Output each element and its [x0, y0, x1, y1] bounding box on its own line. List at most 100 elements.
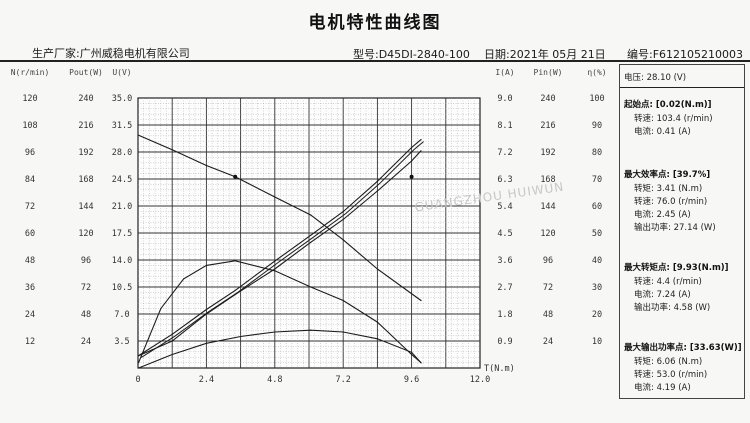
y-tick-label: 144: [78, 202, 93, 212]
motor-characteristic-chart: N(r/min)1201089684726048362412Pout(W)240…: [11, 68, 607, 385]
y-tick-label: 48: [25, 256, 35, 266]
y-tick-label: 8.1: [497, 121, 512, 131]
series-point: [411, 160, 413, 162]
y-tick-label: 240: [78, 94, 93, 104]
max-efficiency-output: 输出功率: 27.14 (W): [634, 223, 716, 233]
y-tick-label: 36: [25, 283, 35, 293]
series-point: [234, 260, 236, 262]
series-point: [160, 308, 162, 310]
y-tick-label: 48: [81, 310, 91, 320]
series-point: [274, 331, 276, 333]
series-point: [310, 241, 312, 243]
y-tick-label: 70: [592, 175, 602, 185]
series-point: [342, 211, 344, 213]
y-tick-label: 96: [543, 256, 553, 266]
y-tick-label: 6.3: [497, 175, 512, 185]
series-point: [205, 164, 207, 167]
date-label: 日期:2021年 05月 21日: [484, 48, 606, 61]
series-point: [137, 367, 140, 369]
y-tick-label: 60: [25, 229, 35, 239]
series-point: [310, 329, 312, 331]
y-tick-label: 3.6: [497, 256, 512, 266]
marker-dot: [233, 174, 238, 179]
y-tick-label: 30: [592, 283, 602, 293]
series-point: [310, 214, 312, 216]
x-tick-label: 0: [135, 375, 140, 385]
series-point: [342, 331, 344, 333]
y-tick-label: 60: [592, 202, 602, 212]
series-point: [205, 308, 207, 311]
series-point: [420, 139, 422, 141]
max-torque-speed: 转速: 4.4 (r/min): [634, 277, 702, 287]
y-tick-label: 10: [592, 337, 602, 347]
series-point: [420, 362, 422, 364]
y-tick-label: 28.0: [112, 148, 132, 158]
y-tick-label: 0.9: [497, 337, 512, 347]
y-tick-label: 120: [78, 229, 93, 239]
y-tick-label: 72: [81, 283, 91, 293]
y-tick-label: 10.5: [112, 283, 132, 293]
y-tick-label: 24: [25, 310, 35, 320]
y-tick-label: 216: [540, 121, 555, 131]
y-tick-label: 2.7: [497, 283, 512, 293]
series-point: [376, 321, 378, 323]
series-point: [171, 149, 173, 151]
y-tick-label: 144: [540, 202, 555, 212]
series-line: [138, 139, 422, 357]
series-point: [420, 299, 422, 302]
y-tick-label: 50: [592, 229, 602, 239]
x-tick-label: 2.4: [199, 375, 214, 385]
series-point: [171, 353, 173, 356]
y-tick-label: 3.5: [114, 337, 129, 347]
model-label: 型号:D45DI-2840-100: [353, 48, 470, 61]
start-point-current: 电流: 0.41 (A): [634, 127, 691, 137]
series-point: [171, 333, 173, 335]
y-tick-label: 12: [25, 337, 35, 347]
series-point: [342, 299, 344, 302]
series-point: [310, 234, 312, 236]
serial-number-label: 编号:F612105210003: [627, 48, 744, 61]
max-efficiency-speed: 转速: 76.0 (r/min): [634, 197, 708, 207]
y-tick-label: 120: [540, 229, 555, 239]
series-point: [342, 218, 344, 221]
y-tick-label: 1.8: [497, 310, 512, 320]
key-points-panel: 电压: 28.10 (V) 起始点: [0.02(N.m)] 转速: 103.4…: [619, 64, 745, 399]
y-tick-label: 48: [543, 310, 553, 320]
y-tick-label: 35.0: [112, 94, 132, 104]
y-tick-label: 5.4: [497, 202, 512, 212]
x-tick-label: 7.2: [336, 375, 351, 385]
series-point: [342, 239, 344, 241]
y-tick-label: 17.5: [112, 229, 132, 239]
page-title: 电机特性曲线图: [308, 13, 442, 33]
y-tick-label: 20: [592, 310, 602, 320]
y-tick-label: 24: [81, 337, 91, 347]
axis-header-right: I(A): [495, 68, 514, 77]
y-tick-label: 100: [589, 94, 604, 104]
x-tick-label: 12.0: [470, 375, 490, 385]
series-point: [376, 190, 378, 192]
axis-header-left: Pout(W): [69, 68, 103, 77]
max-efficiency-current: 电流: 2.45 (A): [634, 210, 691, 220]
y-tick-label: 96: [25, 148, 35, 158]
series-line: [138, 329, 422, 369]
x-tick-label: 4.8: [267, 375, 282, 385]
max-output-current: 电流: 4.19 (A): [634, 383, 691, 393]
series-line: [140, 141, 424, 359]
y-tick-label: 31.5: [112, 121, 132, 131]
series-point: [137, 134, 140, 136]
start-point-title: 起始点: [0.02(N.m)]: [624, 100, 712, 110]
max-output-speed: 转速: 53.0 (r/min): [634, 370, 708, 380]
max-output-title: 最大输出功率点: [33.63(W)]: [624, 343, 742, 353]
y-tick-label: 216: [78, 121, 93, 131]
y-tick-label: 108: [22, 121, 37, 131]
start-point-speed: 转速: 103.4 (r/min): [634, 114, 713, 124]
marker-dot: [409, 174, 414, 179]
y-tick-label: 96: [81, 256, 91, 266]
axis-header-right: Pin(W): [534, 68, 563, 77]
y-tick-label: 192: [540, 148, 555, 158]
axis-header-left: U(V): [112, 68, 131, 77]
y-tick-label: 168: [540, 175, 555, 185]
y-tick-label: 90: [592, 121, 602, 131]
y-tick-label: 84: [25, 175, 35, 185]
series-point: [274, 270, 276, 272]
